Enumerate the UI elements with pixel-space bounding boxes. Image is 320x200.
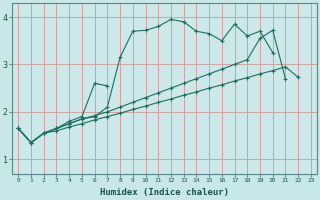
X-axis label: Humidex (Indice chaleur): Humidex (Indice chaleur) (100, 188, 229, 197)
